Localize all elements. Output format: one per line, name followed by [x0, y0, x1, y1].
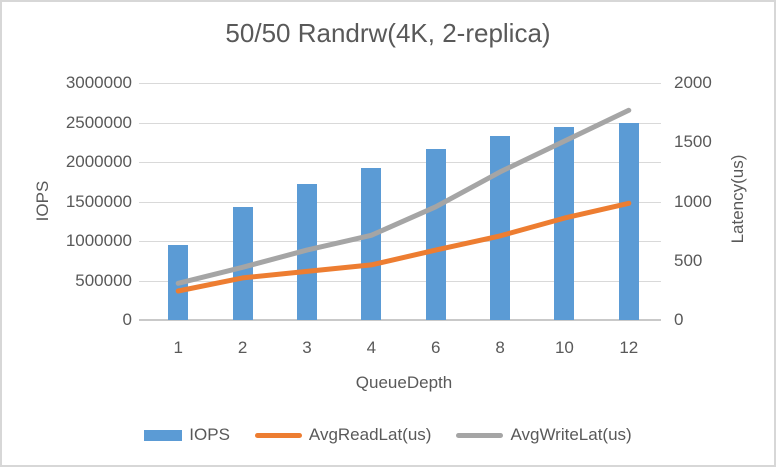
x-axis-tick-label: 3 — [302, 338, 312, 357]
left-axis-tick-label: 1500000 — [65, 191, 132, 211]
right-axis-title: Latency(us) — [728, 154, 747, 244]
legend: IOPS AvgReadLat(us) AvgWriteLat(us) — [2, 425, 774, 445]
left-axis-tick-label: 3000000 — [65, 73, 132, 92]
left-axis-tick-label: 500000 — [75, 270, 132, 290]
right-axis-tick-label: 1000 — [674, 191, 712, 211]
right-axis-tick-label: 1500 — [674, 132, 712, 152]
x-axis-tick-label: 12 — [619, 338, 639, 357]
chart-title: 50/50 Randrw(4K, 2-replica) — [225, 18, 551, 48]
x-axis-title: QueueDepth — [355, 373, 453, 392]
right-axis-tick-label: 0 — [674, 310, 684, 329]
x-axis-tick-label: 4 — [366, 338, 377, 357]
x-axis-tick-label: 8 — [495, 338, 505, 357]
gridline — [139, 241, 661, 242]
bar — [232, 207, 253, 320]
x-axis-line — [139, 319, 661, 321]
x-axis-tick-label: 2 — [237, 338, 248, 357]
bar — [490, 135, 511, 320]
gridline — [139, 201, 661, 203]
line-series-layer — [175, 107, 632, 294]
line-avgreadlat-us- — [175, 200, 632, 294]
legend-item-avgreadlat: AvgReadLat(us) — [254, 425, 432, 445]
left-axis-tick-label: 2500000 — [65, 112, 132, 132]
legend-label-avgreadlat: AvgReadLat(us) — [308, 425, 432, 444]
bar — [554, 127, 575, 320]
gridline — [139, 83, 661, 84]
x-axis-tick-label: 10 — [554, 338, 574, 357]
gridline — [139, 122, 661, 124]
legend-swatch-iops — [144, 429, 183, 441]
legend-item-avgwritelat: AvgWriteLat(us) — [456, 425, 632, 445]
bar — [425, 148, 446, 320]
legend-swatch-avgwritelat — [456, 432, 504, 438]
left-axis-tick-label: 0 — [122, 310, 132, 329]
bar — [618, 122, 639, 320]
x-axis-tick-label: 1 — [173, 338, 183, 357]
legend-item-iops: IOPS — [144, 425, 230, 445]
right-axis-tick-label: 2000 — [674, 73, 712, 92]
x-axis-tick-label: 6 — [430, 338, 441, 357]
right-axis-tick-label: 500 — [674, 250, 703, 270]
gridline — [139, 162, 661, 163]
legend-label-avgwritelat: AvgWriteLat(us) — [510, 425, 632, 444]
line-avgwritelat-us- — [175, 107, 632, 286]
legend-swatch-avgreadlat — [254, 432, 302, 438]
legend-label-iops: IOPS — [189, 425, 230, 444]
plot-area — [139, 83, 661, 321]
left-axis-tick-label: 2000000 — [65, 152, 132, 171]
left-axis-tick-label: 1000000 — [65, 231, 132, 250]
bar — [361, 168, 382, 320]
gridline — [139, 280, 661, 282]
